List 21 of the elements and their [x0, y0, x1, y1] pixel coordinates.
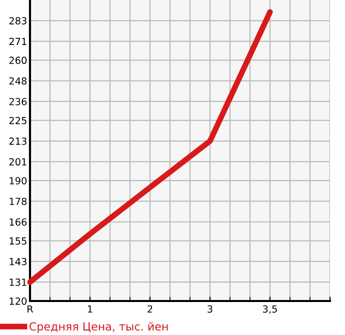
x-tick-label: 1: [88, 305, 92, 313]
y-tick-label: 155: [10, 237, 26, 245]
y-tick-label: 271: [9, 38, 26, 45]
y-tick-label: 120: [10, 297, 27, 305]
y-tick-label: 213: [9, 138, 26, 145]
y-tick-label: 225: [9, 116, 26, 124]
legend-label: Средняя Цена, тыс. йен: [30, 322, 168, 333]
x-tick-label: 3,5: [263, 305, 277, 314]
y-tick-label: 178: [10, 198, 27, 206]
x-tick-label: 2: [148, 305, 152, 313]
y-tick-label: 201: [9, 158, 26, 166]
y-tick-label: 190: [10, 177, 27, 184]
y-tick-label: 260: [9, 56, 27, 64]
x-tick-label: 3: [208, 305, 212, 313]
y-tick-label: 248: [9, 77, 27, 85]
y-tick-label: 131: [10, 278, 26, 286]
y-tick-label: 166: [10, 218, 27, 226]
x-tick-label: R: [28, 305, 34, 313]
y-tick-label: 236: [9, 98, 27, 106]
y-tick-label: 143: [10, 258, 26, 266]
y-tick-label: 283: [9, 17, 26, 24]
